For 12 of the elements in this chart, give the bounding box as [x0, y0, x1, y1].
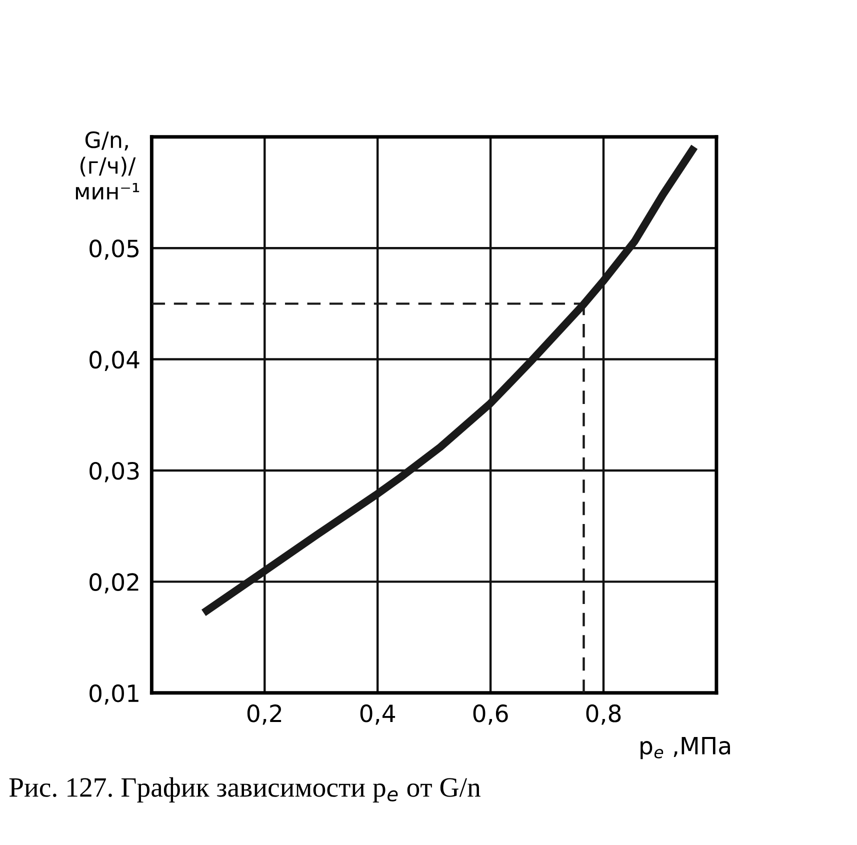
x-axis-title: p$_{e}$ ,МПа	[640, 737, 730, 760]
x-tick-label: 0,6	[473, 704, 508, 725]
x-tick-label: 0,8	[586, 704, 621, 725]
text: Рис. 127. График зависимости p$_{e}$ от G/n	[9, 777, 480, 802]
x-tick-label: 0,2	[247, 704, 282, 725]
y-tick-label: 0,05	[90, 240, 139, 260]
y-tick-label: 0,03	[90, 462, 139, 482]
y-axis-title: G/n, (г/ч)/ мин⁻¹	[76, 131, 140, 200]
y-tick-label: 0,02	[90, 573, 138, 594]
y-tick-label: 0,04	[90, 350, 140, 372]
x-tick-label: 0,4	[360, 704, 396, 725]
y-tick-label: 0,01	[90, 684, 138, 705]
